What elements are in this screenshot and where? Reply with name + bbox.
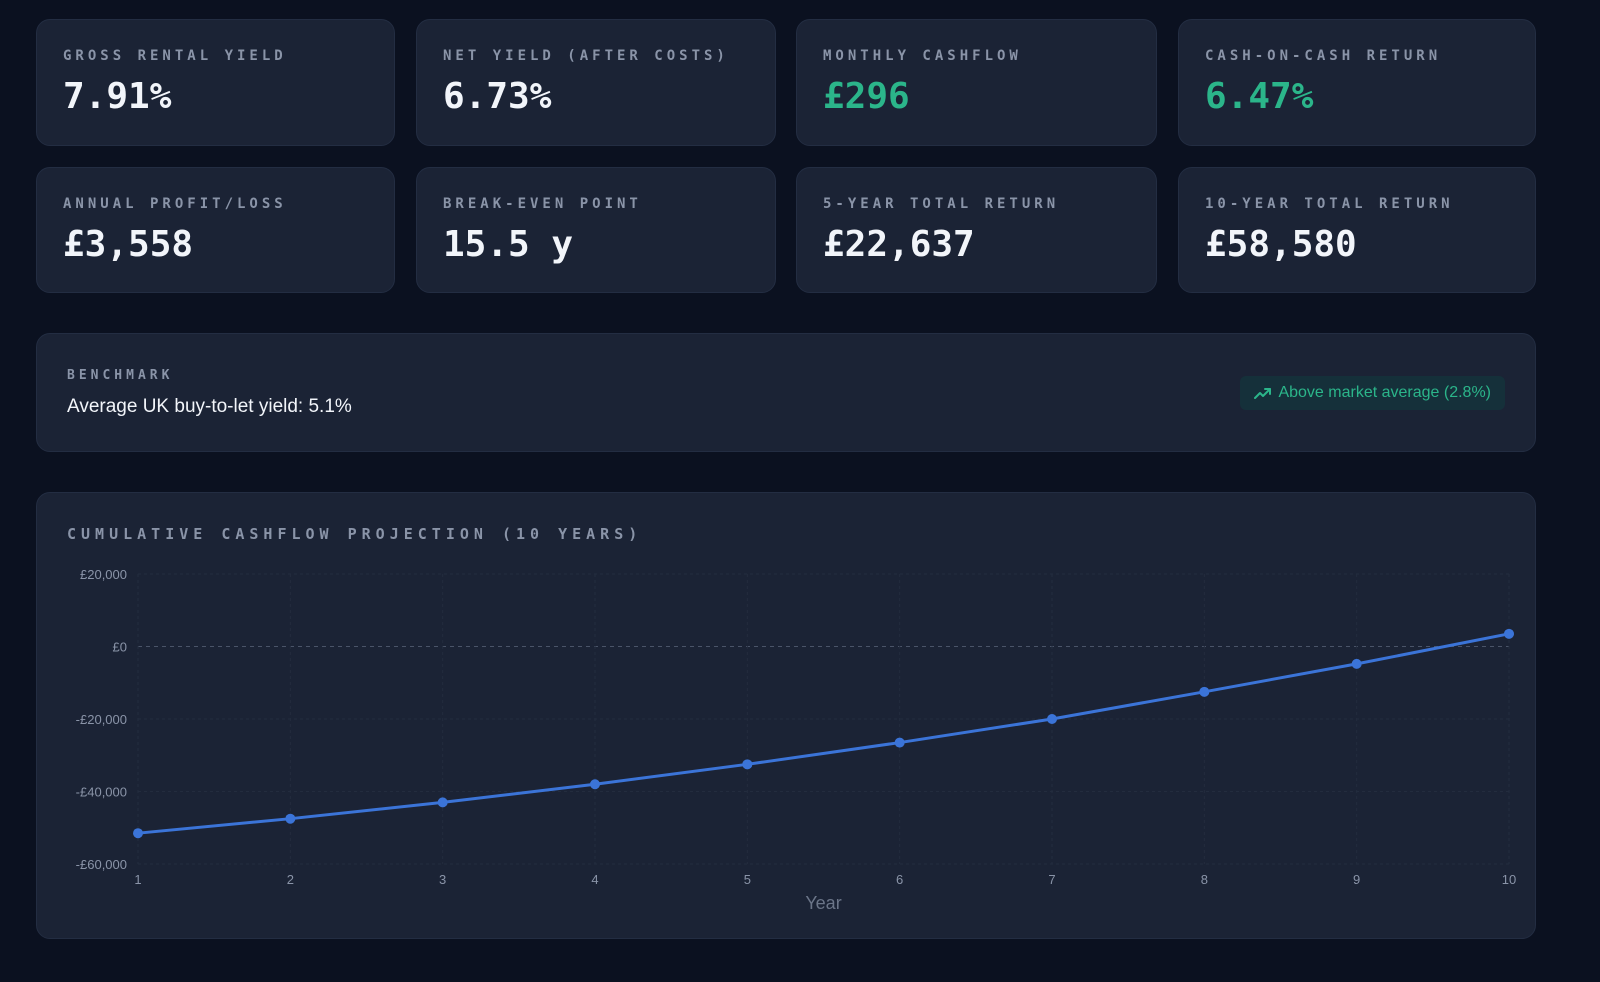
metric-label: Gross Rental Yield [63, 48, 287, 64]
y-tick-label: -£40,000 [76, 785, 127, 800]
x-tick-label: 4 [591, 872, 598, 887]
x-tick-label: 8 [1201, 872, 1208, 887]
x-tick-label: 3 [439, 872, 446, 887]
y-tick-label: -£60,000 [76, 857, 127, 872]
data-point [1047, 714, 1057, 724]
data-point [285, 813, 296, 824]
trending-up-icon [1254, 388, 1272, 399]
x-tick-label: 5 [744, 872, 751, 887]
metric-card-annual-profit: Annual Profit/Loss £3,558 [36, 167, 395, 293]
metric-card-5yr-return: 5-Year Total Return £22,637 [796, 167, 1157, 293]
y-tick-label: £0 [113, 640, 127, 655]
metric-label: Cash-on-Cash Return [1205, 48, 1442, 64]
metric-value: £3,558 [63, 224, 194, 265]
metric-value: 6.73% [443, 76, 552, 117]
y-tick-label: £20,000 [80, 567, 127, 582]
data-point [1504, 628, 1514, 639]
cashflow-line-chart: £20,000 £0 -£20,000 -£40,000 -£60,000 1 2 3 4 5 6 7… [76, 567, 1517, 913]
metric-label: Net Yield (after costs) [443, 48, 729, 64]
data-point [1199, 686, 1210, 697]
metric-value: 15.5 y [443, 224, 574, 265]
benchmark-label: Benchmark [67, 368, 174, 383]
metric-value: £22,637 [823, 224, 975, 265]
metric-label: 10-Year Total Return [1205, 196, 1454, 212]
data-point [1351, 658, 1362, 669]
metric-card-net-yield: Net Yield (after costs) 6.73% [416, 19, 776, 146]
metric-value: £296 [823, 76, 910, 117]
data-point [133, 828, 143, 839]
series-line [137, 632, 1510, 835]
metric-label: Annual Profit/Loss [63, 196, 287, 212]
x-tick-label: 10 [1502, 872, 1516, 887]
benchmark-card: Benchmark Average UK buy-to-let yield: 5… [36, 333, 1536, 452]
data-point [437, 797, 448, 808]
x-tick-label: 6 [896, 872, 903, 887]
badge-text: Above market average (2.8%) [1278, 384, 1491, 401]
data-point [590, 779, 600, 790]
data-point [742, 759, 753, 770]
cashflow-chart-card: Cumulative Cashflow Projection (10 Years… [36, 492, 1536, 939]
metric-value: 6.47% [1205, 76, 1314, 117]
metric-label: Break-even Point [443, 196, 642, 212]
metric-label: Monthly Cashflow [823, 48, 1022, 64]
y-tick-label: -£20,000 [76, 712, 127, 727]
chart-title: Cumulative Cashflow Projection (10 Years… [67, 525, 643, 543]
metric-value: 7.91% [63, 76, 172, 117]
metric-card-break-even: Break-even Point 15.5 y [416, 167, 776, 293]
x-tick-label: 1 [134, 872, 141, 887]
x-tick-label: 2 [287, 872, 294, 887]
metric-card-gross-yield: Gross Rental Yield 7.91% [36, 19, 395, 146]
data-point [894, 737, 905, 748]
metric-card-10yr-return: 10-Year Total Return £58,580 [1178, 167, 1536, 293]
metric-label: 5-Year Total Return [823, 196, 1060, 212]
metric-card-cash-on-cash: Cash-on-Cash Return 6.47% [1178, 19, 1536, 146]
x-tick-label: 9 [1353, 872, 1360, 887]
benchmark-text: Average UK buy-to-let yield: 5.1% [67, 396, 352, 417]
x-tick-label: 7 [1048, 872, 1055, 887]
metric-value: £58,580 [1205, 224, 1357, 265]
metric-card-monthly-cashflow: Monthly Cashflow £296 [796, 19, 1157, 146]
above-market-badge: Above market average (2.8%) [1240, 376, 1505, 410]
x-axis-label: Year [805, 893, 841, 913]
